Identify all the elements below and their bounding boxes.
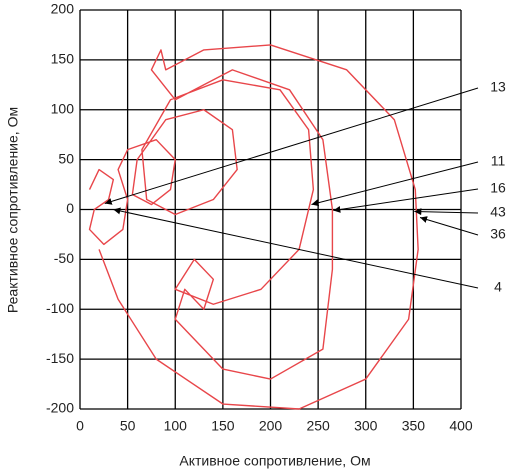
- annotation-label: 4: [494, 279, 502, 295]
- x-tick-label: 350: [402, 418, 426, 434]
- annotation-arrow: [333, 188, 479, 213]
- annotation-label: 36: [490, 226, 506, 242]
- x-tick-label: 400: [449, 418, 473, 434]
- y-tick-label: 0: [66, 200, 74, 216]
- annotation-label: 16: [490, 180, 506, 196]
- y-tick-label: -100: [46, 300, 74, 316]
- x-tick-label: 300: [354, 418, 378, 434]
- x-tick-label: 150: [211, 418, 235, 434]
- annotation-arrow: [419, 216, 479, 236]
- x-axis-title: Активное сопротивление, Ом: [179, 453, 370, 469]
- y-tick-label: 100: [51, 100, 75, 116]
- annotation-arrow: [113, 207, 479, 289]
- annotation-label: 13: [490, 79, 506, 95]
- annotation-arrow: [311, 161, 479, 207]
- annotation-arrow: [104, 87, 479, 205]
- y-tick-label: 50: [58, 150, 74, 166]
- y-tick-label: -150: [46, 350, 74, 366]
- y-tick-label: -50: [54, 250, 74, 266]
- x-tick-label: 100: [164, 418, 188, 434]
- y-tick-label: 150: [51, 51, 75, 67]
- y-tick-label: -200: [46, 400, 74, 416]
- annotation-arrow: [414, 208, 479, 216]
- x-tick-label: 50: [120, 418, 136, 434]
- x-tick-label: 250: [306, 418, 330, 434]
- y-axis-title: Реактивное сопротивление, Ом: [5, 107, 21, 313]
- data-line: [88, 44, 419, 410]
- x-tick-label: 0: [76, 418, 84, 434]
- annotation-label: 11: [491, 153, 506, 169]
- y-tick-label: 200: [51, 1, 75, 17]
- x-tick-label: 200: [259, 418, 283, 434]
- annotation-label: 43: [490, 204, 506, 220]
